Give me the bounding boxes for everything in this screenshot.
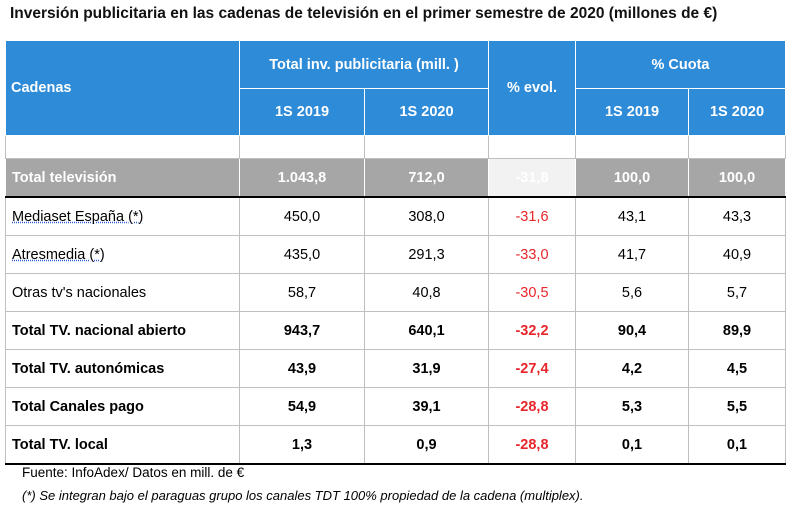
cell-evol: -30,5 [488, 273, 576, 312]
header-inv-2020: 1S 2020 [364, 88, 489, 136]
cell-cuota-2020: 4,5 [688, 349, 786, 388]
header-cuota: % Cuota [575, 40, 786, 89]
cell-cuota-2019: 43,1 [575, 196, 689, 236]
cell-inv-2019: 58,7 [239, 273, 365, 312]
multiplex-footnote: (*) Se integran bajo el paraguas grupo l… [22, 488, 584, 503]
cell-inv-2020: 308,0 [364, 196, 489, 236]
cell-cuota-2020: 5,7 [688, 273, 786, 312]
header-inv-2019: 1S 2019 [239, 88, 365, 136]
cell-inv-2019: 943,7 [239, 311, 365, 350]
cell-cuota-2019: 5,6 [575, 273, 689, 312]
row-name: Total TV. autonómicas [5, 349, 240, 388]
header-evol: % evol. [488, 40, 576, 136]
row-name: Mediaset España (*) [5, 196, 240, 236]
header-cuota-2020: 1S 2020 [688, 88, 786, 136]
table-row: Total Canales pago 54,9 39,1 -28,8 5,3 5… [5, 387, 786, 426]
cell-cuota-2020: 89,9 [688, 311, 786, 350]
cell-inv-2019: 435,0 [239, 235, 365, 274]
cell-inv-2020: 31,9 [364, 349, 489, 388]
row-name: Total TV. local [5, 425, 240, 465]
cell-evol: -28,8 [488, 387, 576, 426]
cell-cuota-2020: 43,3 [688, 196, 786, 236]
cell-inv-2020: 291,3 [364, 235, 489, 274]
row-name: Total Canales pago [5, 387, 240, 426]
cell-cuota-2019: 90,4 [575, 311, 689, 350]
cell-inv-2019: 1.043,8 [239, 158, 365, 198]
cell-evol: -33,0 [488, 235, 576, 274]
spacer-row [5, 135, 786, 159]
investment-table: Cadenas Total inv. publicitaria (mill. )… [5, 40, 786, 465]
table-row: Otras tv's nacionales 58,7 40,8 -30,5 5,… [5, 273, 786, 312]
row-name: Total TV. nacional abierto [5, 311, 240, 350]
cell-cuota-2020: 0,1 [688, 425, 786, 465]
cell-inv-2020: 640,1 [364, 311, 489, 350]
cell-inv-2019: 450,0 [239, 196, 365, 236]
cell-cuota-2019: 100,0 [575, 158, 689, 198]
row-name: Otras tv's nacionales [5, 273, 240, 312]
cell-inv-2019: 1,3 [239, 425, 365, 465]
cell-evol: -28,8 [488, 425, 576, 465]
source-footnote: Fuente: InfoAdex/ Datos en mill. de € [22, 465, 245, 480]
cell-evol: -27,4 [488, 349, 576, 388]
table-row: Total televisión 1.043,8 712,0 -31,8 100… [5, 158, 786, 198]
cell-inv-2019: 43,9 [239, 349, 365, 388]
page-title: Inversión publicitaria en las cadenas de… [10, 5, 718, 22]
cell-inv-2020: 712,0 [364, 158, 489, 198]
cell-cuota-2019: 5,3 [575, 387, 689, 426]
cell-cuota-2020: 5,5 [688, 387, 786, 426]
row-name: Atresmedia (*) [5, 235, 240, 274]
cell-inv-2020: 39,1 [364, 387, 489, 426]
cell-cuota-2020: 100,0 [688, 158, 786, 198]
cell-cuota-2019: 4,2 [575, 349, 689, 388]
cell-inv-2020: 40,8 [364, 273, 489, 312]
header-total-inv: Total inv. publicitaria (mill. ) [239, 40, 489, 89]
header-cadenas: Cadenas [5, 40, 240, 136]
table-row: Total TV. nacional abierto 943,7 640,1 -… [5, 311, 786, 350]
table-row: Total TV. local 1,3 0,9 -28,8 0,1 0,1 [5, 425, 786, 465]
table-row: Atresmedia (*) 435,0 291,3 -33,0 41,7 40… [5, 235, 786, 274]
cell-cuota-2019: 41,7 [575, 235, 689, 274]
cell-inv-2019: 54,9 [239, 387, 365, 426]
cell-evol: -32,2 [488, 311, 576, 350]
cell-evol: -31,8 [488, 158, 576, 198]
table-row: Total TV. autonómicas 43,9 31,9 -27,4 4,… [5, 349, 786, 388]
header-cuota-2019: 1S 2019 [575, 88, 689, 136]
cell-evol: -31,6 [488, 196, 576, 236]
cell-inv-2020: 0,9 [364, 425, 489, 465]
cell-cuota-2019: 0,1 [575, 425, 689, 465]
row-name: Total televisión [5, 158, 240, 198]
table-row: Mediaset España (*) 450,0 308,0 -31,6 43… [5, 196, 786, 236]
cell-cuota-2020: 40,9 [688, 235, 786, 274]
